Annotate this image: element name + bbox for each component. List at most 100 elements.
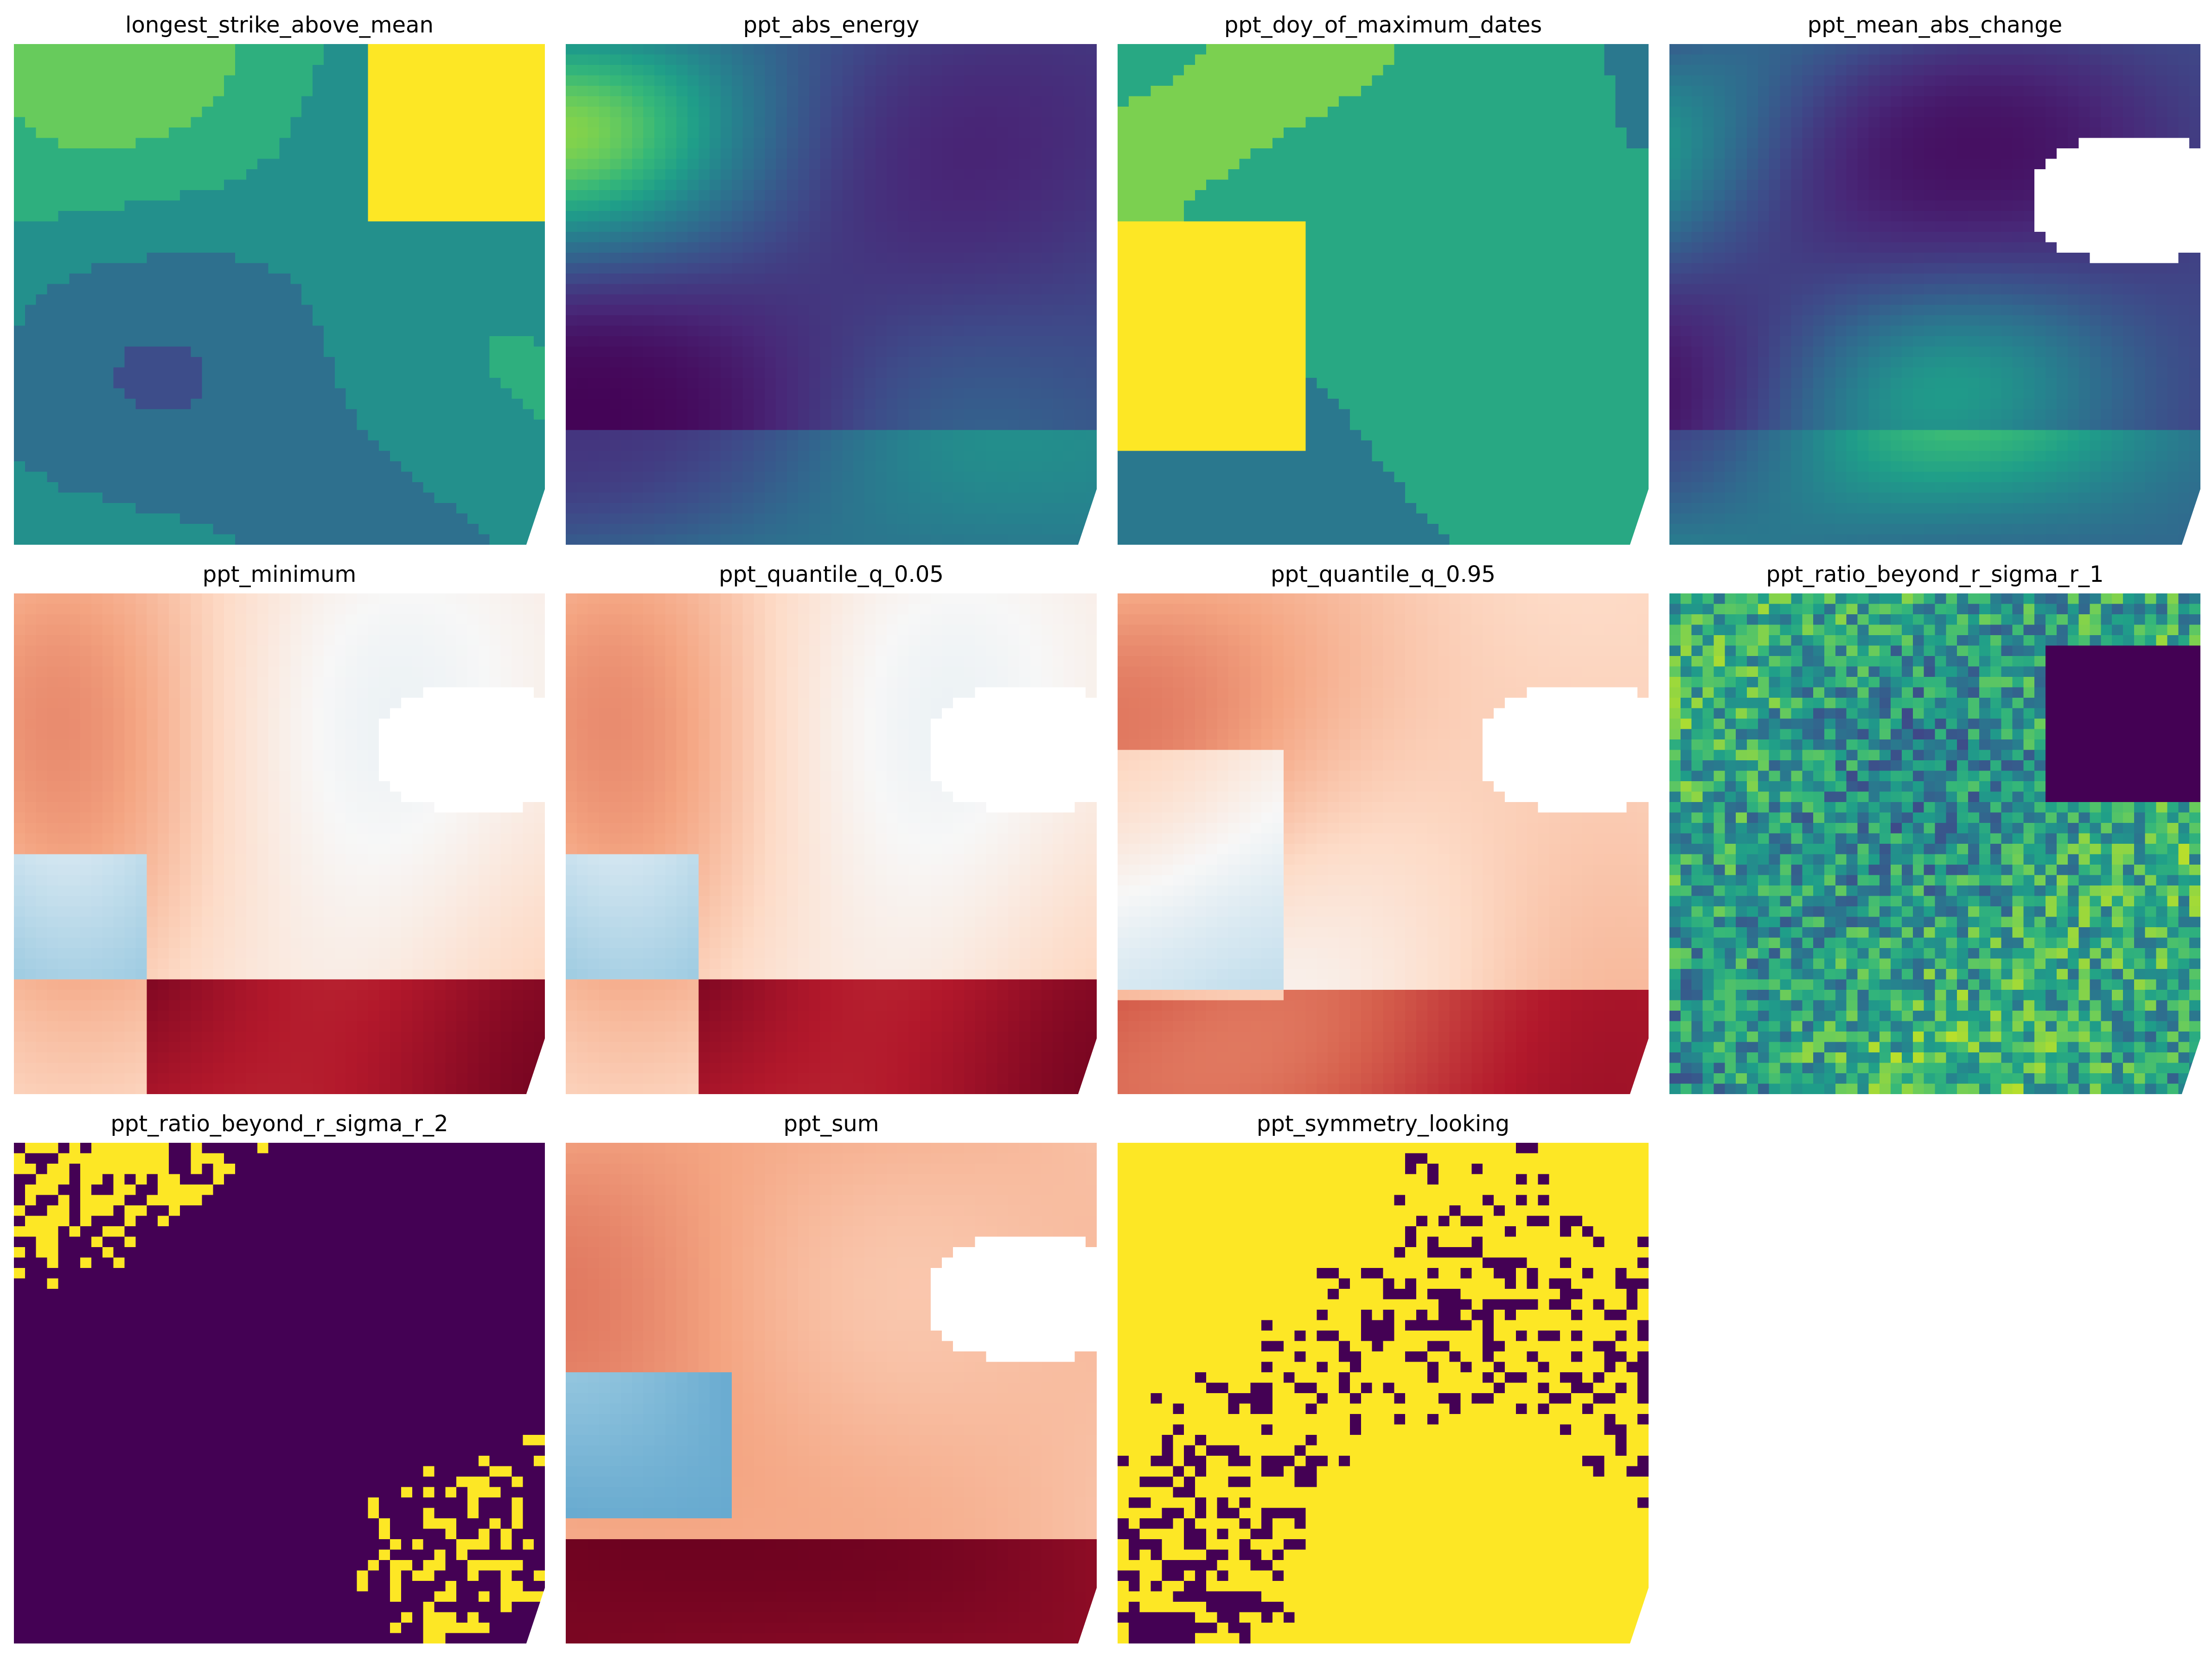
heatmap-cell — [964, 86, 976, 97]
heatmap-cell — [742, 221, 754, 232]
heatmap-cell — [953, 96, 965, 107]
heatmap-cell — [676, 513, 688, 524]
heatmap-cell — [820, 294, 832, 306]
heatmap-cell — [91, 409, 103, 420]
heatmap-cell — [423, 482, 435, 493]
heatmap-cell — [665, 200, 677, 211]
heatmap-cell — [654, 482, 666, 493]
heatmap-cell — [599, 315, 611, 326]
heatmap-cell — [676, 388, 688, 399]
heatmap-cell — [357, 200, 368, 211]
heatmap-cell — [809, 159, 821, 170]
heatmap-cell — [864, 346, 876, 357]
heatmap-cell — [864, 534, 876, 545]
heatmap-cell — [676, 117, 688, 128]
heatmap-cell — [279, 107, 291, 118]
heatmap-cell — [875, 107, 887, 118]
heatmap-cell — [875, 274, 887, 285]
heatmap-cell — [864, 513, 876, 524]
heatmap-cell — [213, 190, 224, 201]
heatmap-cell — [621, 127, 633, 139]
heatmap-cell — [576, 325, 588, 337]
heatmap-cell — [576, 54, 588, 65]
heatmap-cell — [434, 65, 446, 76]
heatmap-cell — [588, 357, 600, 368]
heatmap-cell — [323, 315, 335, 326]
heatmap-cell — [401, 274, 413, 285]
heatmap-cell — [357, 305, 368, 316]
heatmap-cell — [964, 138, 976, 149]
heatmap-cell — [523, 190, 534, 201]
heatmap-cell — [191, 325, 203, 337]
heatmap-cell — [765, 54, 776, 65]
heatmap-cell — [313, 221, 324, 232]
heatmap-cell — [754, 461, 765, 472]
heatmap-cell — [942, 44, 953, 55]
heatmap-cell — [14, 253, 26, 264]
heatmap-cell — [975, 190, 987, 201]
heatmap-cell — [179, 117, 192, 128]
heatmap-cell — [523, 367, 534, 378]
heatmap-cell — [1052, 274, 1064, 285]
heatmap-cell — [731, 409, 743, 420]
heatmap-cell — [610, 294, 621, 306]
heatmap-cell — [864, 274, 876, 285]
heatmap-cell — [412, 221, 424, 232]
heatmap-cell — [224, 232, 236, 243]
heatmap-cell — [621, 325, 633, 337]
heatmap-cell — [36, 127, 48, 139]
heatmap-cell — [1615, 65, 1627, 76]
heatmap-cell — [897, 263, 909, 274]
heatmap-cell — [687, 96, 699, 107]
heatmap-cell — [576, 305, 588, 316]
heatmap-cell — [742, 253, 754, 264]
heatmap-cell — [1052, 232, 1064, 243]
heatmap-cell — [842, 190, 854, 201]
heatmap-cell — [842, 107, 854, 118]
heatmap-cell — [357, 179, 368, 191]
heatmap-cell — [931, 221, 942, 232]
heatmap-cell — [14, 482, 26, 493]
heatmap-cell — [875, 221, 887, 232]
heatmap-cell — [489, 284, 501, 295]
heatmap-cell — [798, 524, 810, 535]
heatmap-cell — [323, 65, 335, 76]
heatmap-cell — [1139, 86, 1151, 97]
heatmap-cell — [368, 524, 379, 535]
heatmap-cell — [191, 409, 203, 420]
heatmap-cell — [720, 336, 732, 347]
heatmap-cell — [975, 86, 987, 97]
heatmap-cell — [1041, 75, 1053, 86]
heatmap-cell — [179, 440, 192, 452]
heatmap-cell — [676, 65, 688, 76]
heatmap-cell — [301, 430, 313, 441]
heatmap-cell — [179, 127, 192, 139]
heatmap-cell — [434, 274, 446, 285]
heatmap-cell — [931, 86, 942, 97]
heatmap-cell — [445, 117, 457, 128]
heatmap-cell — [268, 44, 280, 55]
heatmap-cell — [875, 96, 887, 107]
heatmap-cell — [1019, 75, 1031, 86]
heatmap-cell — [279, 315, 291, 326]
heatmap-cell — [864, 284, 876, 295]
heatmap-cell — [290, 357, 302, 368]
heatmap-cell — [456, 492, 468, 503]
heatmap-cell — [1019, 305, 1031, 316]
heatmap-cell — [842, 179, 854, 191]
heatmap-cell — [279, 388, 291, 399]
heatmap-cell — [964, 200, 976, 211]
heatmap-cell — [864, 336, 876, 347]
heatmap-cell — [897, 169, 909, 180]
heatmap-cell — [632, 482, 644, 493]
heatmap-cell — [765, 471, 776, 483]
heatmap-cell — [665, 284, 677, 295]
heatmap-cell — [434, 378, 446, 389]
heatmap-cell — [323, 524, 335, 535]
heatmap-cell — [158, 388, 169, 399]
heatmap-cell — [842, 482, 854, 493]
heatmap-cell — [831, 471, 843, 483]
heatmap-cell — [246, 461, 258, 472]
heatmap-cell — [191, 357, 203, 368]
heatmap-cell — [25, 503, 37, 514]
